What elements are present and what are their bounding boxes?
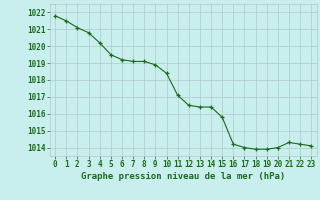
X-axis label: Graphe pression niveau de la mer (hPa): Graphe pression niveau de la mer (hPa) bbox=[81, 172, 285, 181]
